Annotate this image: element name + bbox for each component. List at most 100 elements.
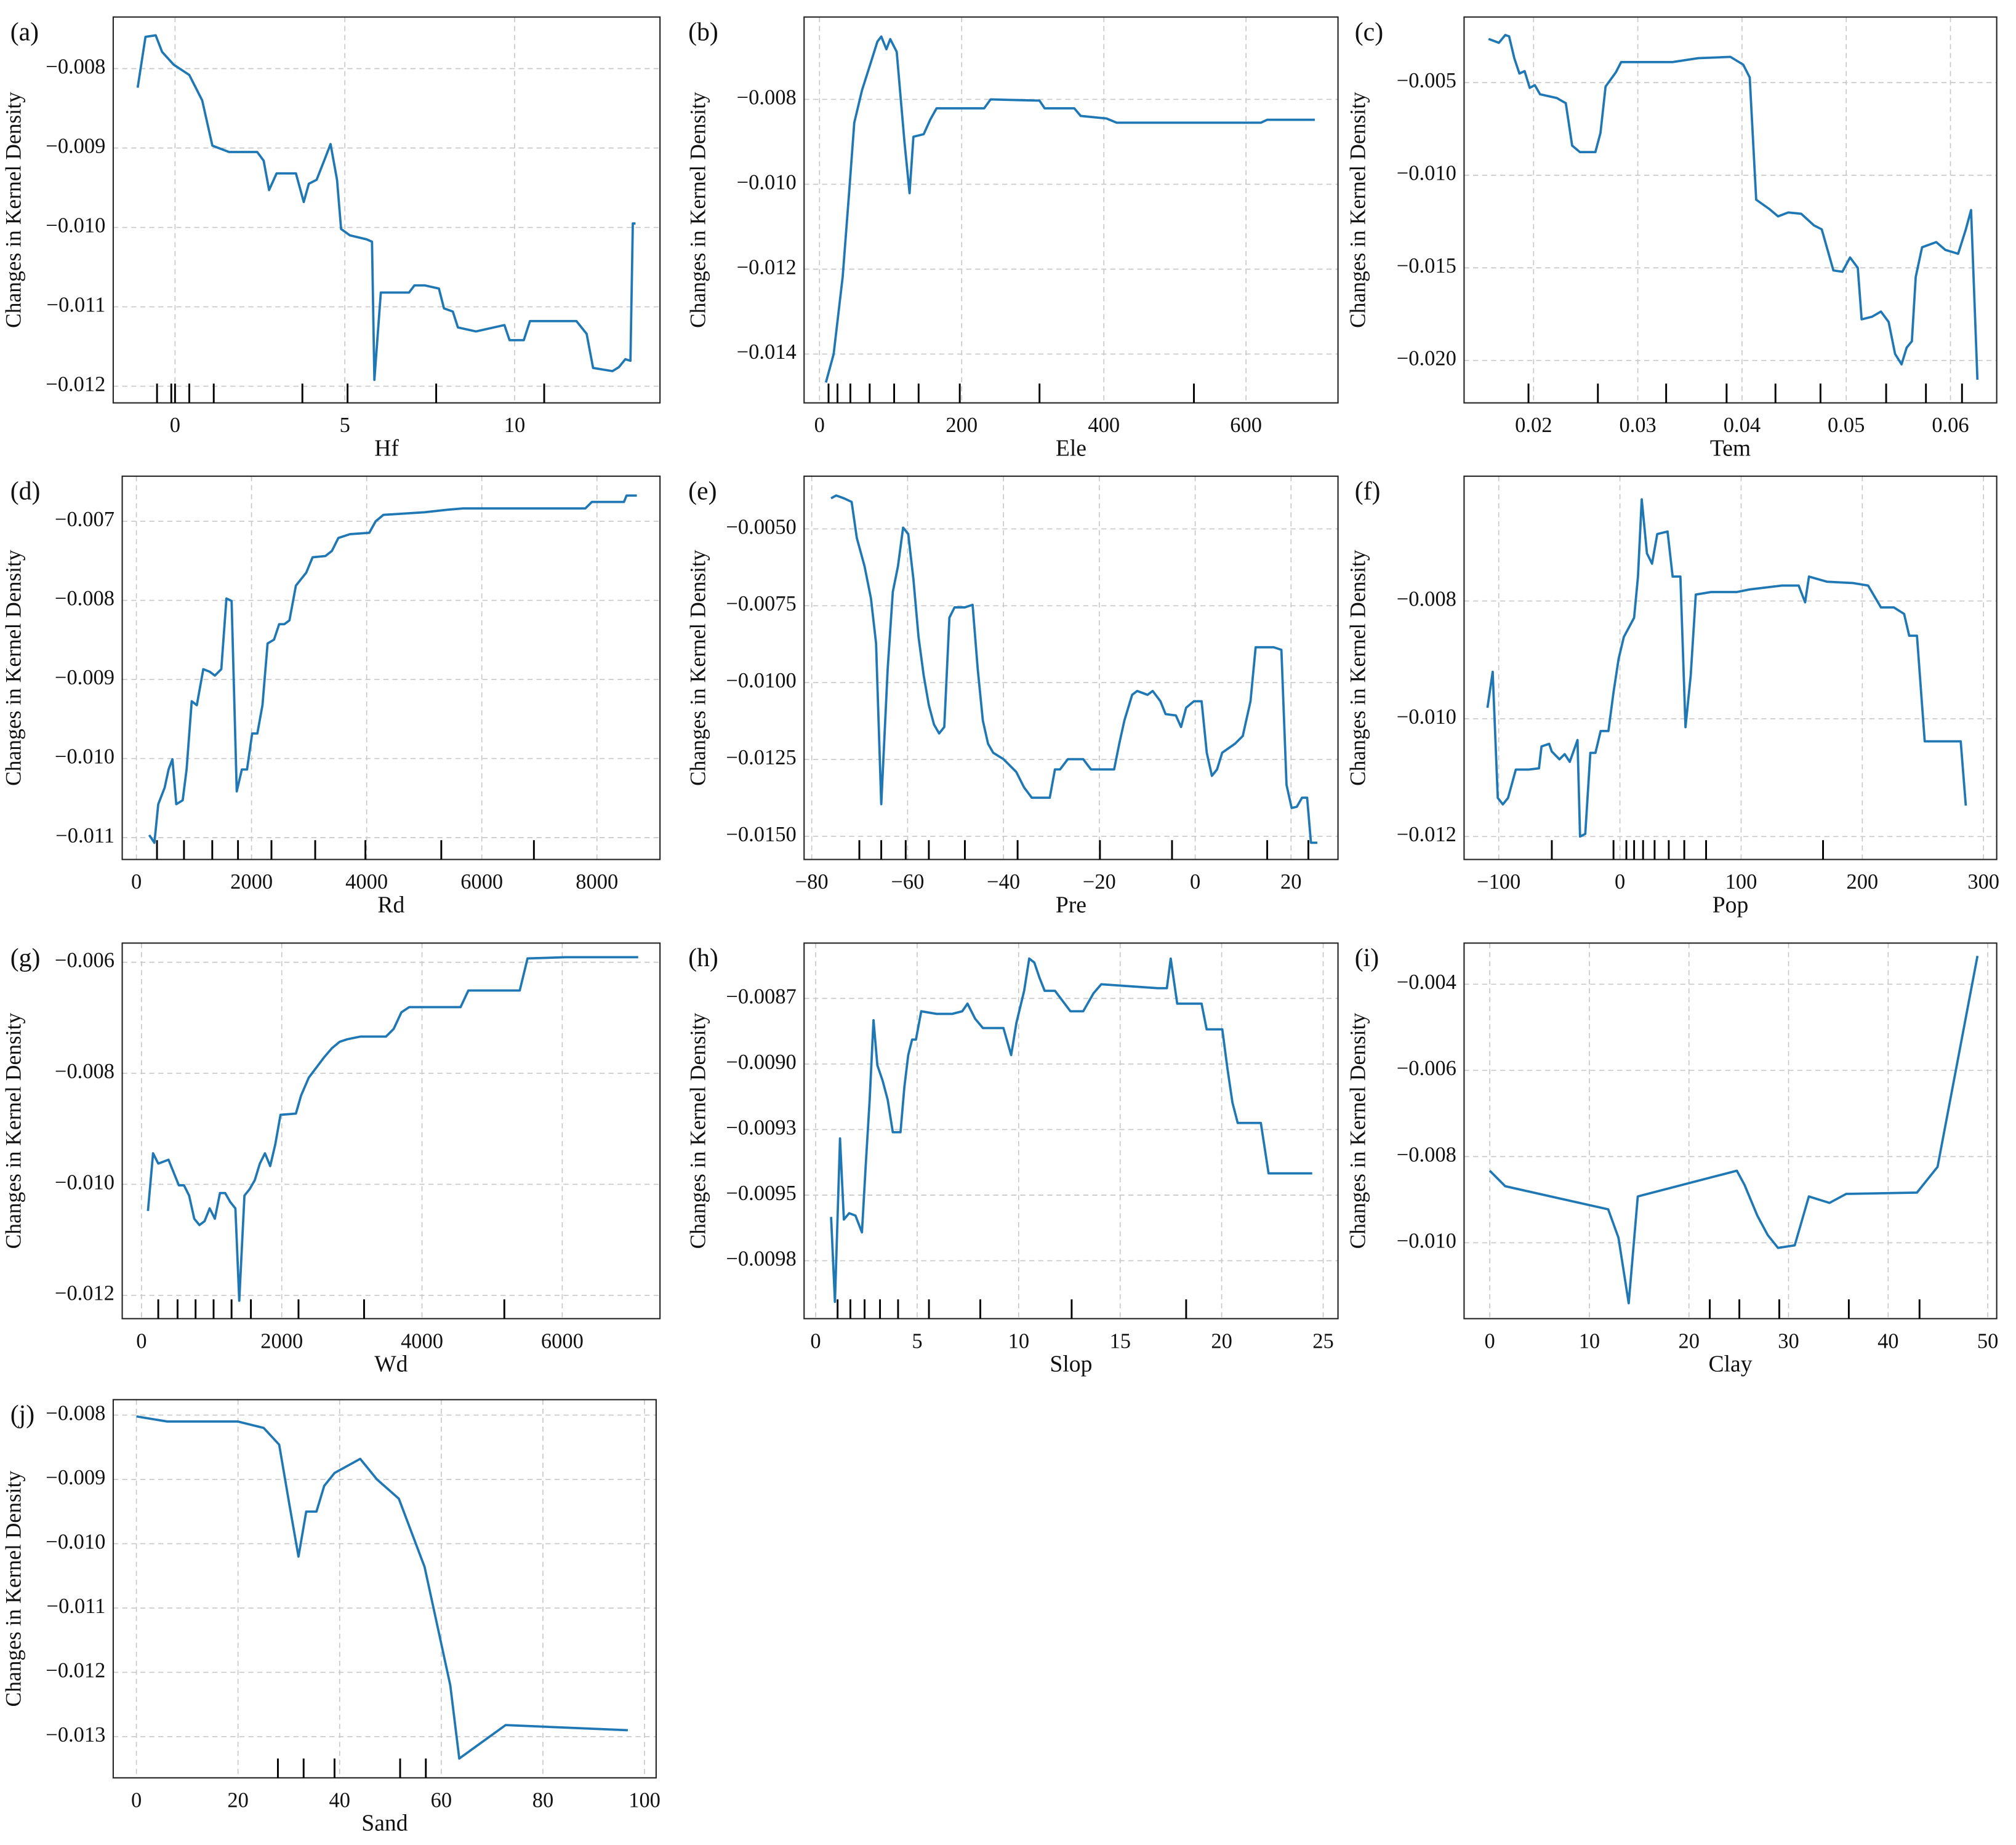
x-tick-label: 4000 xyxy=(345,870,388,894)
plot-frame xyxy=(121,942,661,1319)
panel-label: (j) xyxy=(10,1401,34,1429)
y-tick-label: −0.014 xyxy=(737,340,797,364)
x-tick-label: 80 xyxy=(532,1788,553,1812)
x-tick-label: 200 xyxy=(1846,870,1878,894)
x-tick-label: 2000 xyxy=(230,870,273,894)
panel: 0 5 10 −0.008 −0.009 −0.010 −0.011 −0.012 (a) Hf C… xyxy=(1,16,661,461)
panel: 0 10 20 30 40 50 −0.004 −0.006 −0.008 −0.010 (i) Cl… xyxy=(1345,942,1998,1377)
x-tick-label: 0 xyxy=(810,1329,821,1353)
pdp-line xyxy=(1486,498,1967,838)
x-tick-label: 2000 xyxy=(260,1329,303,1353)
y-tick-label: −0.012 xyxy=(46,1659,105,1682)
plot-frame xyxy=(1463,16,1998,404)
x-tick-label: 20 xyxy=(227,1788,248,1812)
y-tick-label: −0.009 xyxy=(55,666,114,689)
y-tick-label: −0.008 xyxy=(55,1060,114,1083)
x-axis-label: Clay xyxy=(1709,1351,1753,1377)
x-tick-label: 60 xyxy=(431,1788,452,1812)
x-tick-label: 0.02 xyxy=(1515,414,1552,437)
panel-label: (h) xyxy=(688,944,718,972)
x-tick-label: 100 xyxy=(628,1788,661,1812)
plot-frame xyxy=(803,16,1339,404)
y-tick-label: −0.009 xyxy=(46,1466,105,1489)
panel-label: (i) xyxy=(1355,944,1379,972)
y-tick-label: −0.010 xyxy=(1397,705,1456,729)
x-tick-label: 5 xyxy=(912,1329,922,1353)
x-tick-label: 40 xyxy=(329,1788,350,1812)
x-tick-label: 15 xyxy=(1109,1329,1130,1353)
y-tick-label: −0.0100 xyxy=(726,669,796,692)
x-tick-label: 10 xyxy=(504,414,525,437)
x-tick-label: 30 xyxy=(1778,1329,1799,1353)
panel-label: (d) xyxy=(10,477,41,505)
x-tick-label: 0.05 xyxy=(1828,414,1865,437)
y-tick-label: −0.0075 xyxy=(726,592,796,615)
x-tick-label: 0.06 xyxy=(1932,414,1969,437)
x-axis-label: Pre xyxy=(1056,892,1086,918)
x-tick-label: 6000 xyxy=(460,870,503,894)
y-tick-label: −0.012 xyxy=(46,372,105,396)
y-tick-label: −0.0090 xyxy=(726,1051,796,1074)
x-tick-label: 600 xyxy=(1230,414,1262,437)
x-tick-label: 0.04 xyxy=(1724,414,1761,437)
y-axis-label: Changes in Kernel Density xyxy=(685,1012,710,1249)
x-axis-label: Hf xyxy=(374,435,399,461)
y-tick-label: −0.012 xyxy=(55,1282,114,1305)
y-axis-label: Changes in Kernel Density xyxy=(1345,550,1370,786)
y-tick-label: −0.010 xyxy=(1397,1229,1456,1252)
plot-frame xyxy=(1463,475,1998,860)
y-tick-label: −0.008 xyxy=(46,1401,105,1425)
x-tick-label: −40 xyxy=(987,870,1020,894)
x-tick-label: 0 xyxy=(131,1788,142,1812)
x-tick-label: 25 xyxy=(1312,1329,1333,1353)
y-axis-label: Changes in Kernel Density xyxy=(1,92,25,328)
x-tick-label: 20 xyxy=(1678,1329,1699,1353)
y-tick-label: −0.0087 xyxy=(726,985,796,1008)
y-tick-label: −0.008 xyxy=(1397,1143,1456,1166)
y-tick-label: −0.013 xyxy=(46,1723,105,1747)
panel-label: (e) xyxy=(688,477,717,505)
plot-frame xyxy=(803,942,1339,1319)
y-tick-label: −0.010 xyxy=(737,170,797,194)
y-tick-label: −0.012 xyxy=(737,255,797,279)
panel-label: (f) xyxy=(1355,477,1381,505)
x-axis-label: Rd xyxy=(377,892,404,918)
x-tick-label: 4000 xyxy=(401,1329,443,1353)
x-axis-label: Ele xyxy=(1056,435,1086,461)
y-tick-label: −0.008 xyxy=(737,86,797,109)
y-axis-label: Changes in Kernel Density xyxy=(685,92,710,328)
plot-frame xyxy=(112,1399,657,1779)
y-tick-label: −0.0095 xyxy=(726,1182,796,1205)
x-tick-label: 400 xyxy=(1088,414,1120,437)
y-axis-label: Changes in Kernel Density xyxy=(1,550,25,786)
pdp-line xyxy=(136,1415,628,1760)
x-tick-label: −80 xyxy=(795,870,829,894)
panel: 0 2000 4000 6000 8000 −0.007 −0.008 −0.009 −0.01… xyxy=(1,475,661,918)
panel-label: (g) xyxy=(10,944,41,972)
x-axis-label: Slop xyxy=(1050,1351,1092,1377)
y-tick-label: −0.008 xyxy=(1397,588,1456,611)
y-tick-label: −0.0050 xyxy=(726,515,796,538)
y-axis-label: Changes in Kernel Density xyxy=(1,1012,25,1249)
panel-label: (c) xyxy=(1355,18,1383,46)
y-axis-label: Changes in Kernel Density xyxy=(1345,92,1370,328)
x-tick-label: 0 xyxy=(1190,870,1200,894)
x-tick-label: 0 xyxy=(131,870,142,894)
x-tick-label: 40 xyxy=(1877,1329,1898,1353)
panel-label: (b) xyxy=(688,18,718,46)
y-axis-label: Changes in Kernel Density xyxy=(685,550,710,786)
x-axis-label: Tem xyxy=(1710,435,1751,461)
x-tick-label: 10 xyxy=(1008,1329,1029,1353)
panel-label: (a) xyxy=(10,18,39,46)
panel: −100 0 100 200 300 −0.008 −0.010 −0.012 (f) Pop Ch… xyxy=(1345,475,1999,918)
pdp-line xyxy=(147,956,638,1302)
pdp-line xyxy=(830,494,1318,844)
panel: 0 20 40 60 80 100 −0.008 −0.009 −0.010 −0.011 −0.0… xyxy=(1,1399,661,1836)
pdp-line xyxy=(824,35,1315,383)
y-tick-label: −0.011 xyxy=(47,293,106,316)
y-tick-label: −0.010 xyxy=(46,1530,105,1553)
pdp-line xyxy=(148,494,637,844)
x-tick-label: −100 xyxy=(1477,870,1520,894)
y-tick-label: −0.005 xyxy=(1397,69,1456,92)
y-tick-label: −0.010 xyxy=(55,745,114,769)
